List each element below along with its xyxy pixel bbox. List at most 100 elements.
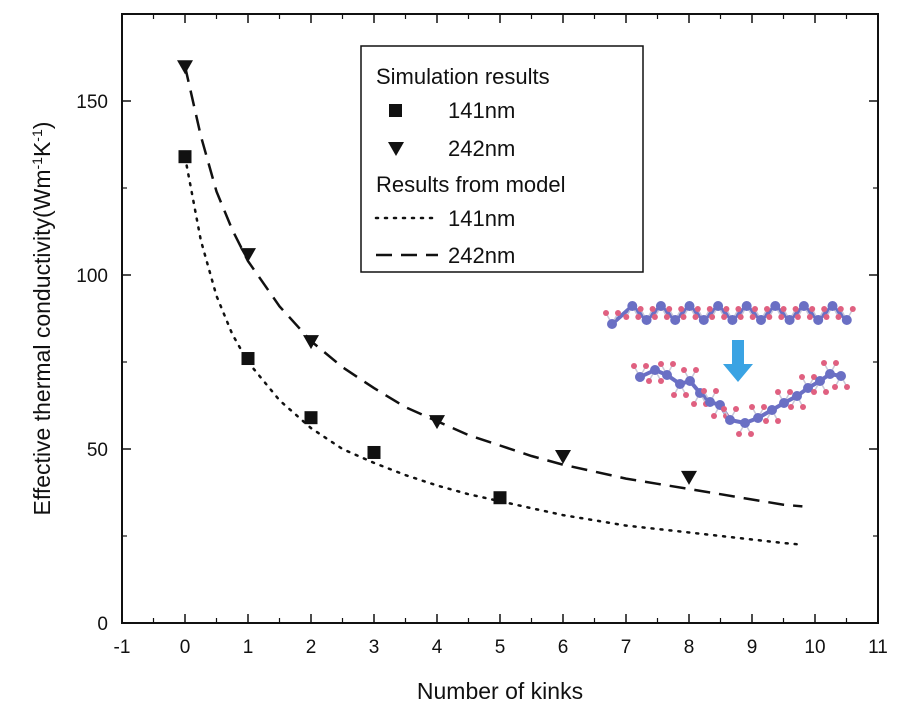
legend-label-model-242: 242nm (448, 243, 515, 268)
model-curve-242nm-dashed (183, 65, 803, 508)
model-lines (183, 65, 804, 546)
legend-triangle-marker (388, 142, 404, 156)
x-tick-label: 8 (684, 637, 695, 658)
hydrogen-atom (811, 374, 817, 380)
hydrogen-atom (663, 314, 670, 320)
carbon-atom (684, 301, 695, 311)
carbon-atom (727, 315, 738, 325)
legend-label-sim-141: 141nm (448, 98, 515, 123)
hydrogen-atom (693, 367, 699, 373)
carbon-atom (675, 379, 685, 389)
x-tick-label: 2 (306, 637, 317, 658)
carbon-atom (798, 301, 809, 311)
marker-triangle-242nm (303, 335, 319, 350)
hydrogen-atom (683, 392, 689, 398)
y-axis-title-main: Effective thermal conductivity(Wm (29, 169, 55, 515)
x-tick-label: 7 (621, 637, 632, 658)
carbon-atom (725, 415, 735, 425)
carbon-atom (841, 315, 852, 325)
carbon-atom (627, 301, 638, 311)
hydrogen-atom (823, 389, 829, 395)
marker-triangle-242nm (555, 449, 571, 464)
carbon-atom (740, 418, 750, 428)
carbon-atom (650, 365, 660, 375)
hydrogen-atom (709, 314, 716, 320)
x-tick-label: 10 (804, 637, 825, 658)
hydrogen-atom (721, 314, 728, 320)
hydrogen-atom (721, 406, 727, 412)
legend-box (360, 45, 644, 273)
hydrogen-atom (811, 389, 817, 395)
y-axis: 0 50 100 150 (76, 92, 878, 635)
hydrogen-atom (821, 306, 828, 312)
carbon-atom (641, 315, 652, 325)
marker-square-141nm (367, 445, 381, 459)
marker-square-141nm (178, 150, 192, 164)
x-axis: -1 0 1 2 3 4 5 6 7 8 9 10 11 (114, 14, 888, 658)
y-axis-title-sup2: -1 (29, 129, 45, 142)
hydrogen-atom (821, 360, 827, 366)
hydrogen-atom (799, 374, 805, 380)
molecule-inset (603, 301, 856, 437)
marker-triangle-242nm (240, 248, 256, 263)
carbon-atom (815, 376, 825, 386)
hydrogen-atom (671, 392, 677, 398)
hydrogen-atom (788, 404, 794, 410)
carbon-atom (635, 372, 645, 382)
hydrogen-atom (733, 406, 739, 412)
hydrogen-atom (651, 314, 658, 320)
legend: Simulation results 141nm 242nm Results f… (360, 45, 644, 273)
legend-heading-model: Results from model (376, 172, 566, 197)
hydrogen-atom (787, 389, 793, 395)
marker-square-141nm (304, 411, 318, 425)
carbon-atom (698, 315, 709, 325)
hydrogen-atom (849, 306, 856, 312)
y-axis-title-k: K (29, 141, 55, 157)
marker-triangle-242nm (429, 415, 445, 430)
hydrogen-atom (835, 314, 842, 320)
hydrogen-atom (646, 378, 652, 384)
hydrogen-atom (711, 413, 717, 419)
carbon-atom (741, 301, 752, 311)
hydrogen-atom (806, 314, 813, 320)
hydrogen-atom (680, 314, 687, 320)
x-tick-label: 11 (868, 637, 888, 658)
carbon-atom (792, 391, 802, 401)
hydrogen-atom (691, 401, 697, 407)
y-tick-label: 50 (87, 440, 108, 461)
marker-square-141nm (241, 352, 255, 366)
hydrogen-atom (761, 404, 767, 410)
carbon-atom (813, 315, 824, 325)
legend-heading-simulation: Simulation results (376, 64, 550, 89)
x-tick-label: -1 (114, 637, 131, 658)
y-tick-label: 100 (76, 266, 108, 287)
y-tick-label: 0 (97, 614, 108, 635)
carbon-atom (655, 301, 666, 311)
x-tick-label: 0 (180, 637, 191, 658)
hydrogen-atom (670, 361, 676, 367)
x-tick-label: 3 (369, 637, 380, 658)
y-tick-label: 150 (76, 92, 108, 113)
hydrogen-atom (643, 363, 649, 369)
hydrogen-atom (794, 314, 801, 320)
hydrogen-atom (603, 310, 609, 316)
carbon-atom (767, 405, 777, 415)
hydrogen-atom (701, 388, 707, 394)
hydrogen-atom (692, 314, 699, 320)
legend-label-sim-242: 242nm (448, 136, 515, 161)
x-tick-label: 9 (747, 637, 758, 658)
carbon-atom (713, 301, 724, 311)
hydrogen-atom (649, 306, 656, 312)
marker-triangle-242nm (177, 60, 193, 75)
data-markers (177, 60, 697, 505)
hydrogen-atom (775, 389, 781, 395)
hydrogen-atom (637, 306, 644, 312)
hydrogen-atom (735, 306, 742, 312)
carbon-atom (825, 369, 835, 379)
marker-triangle-242nm (681, 470, 697, 485)
hydrogen-atom (780, 306, 787, 312)
carbon-atom (685, 376, 695, 386)
carbon-atom (756, 315, 766, 325)
